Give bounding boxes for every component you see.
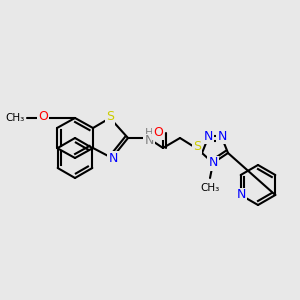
Text: N: N bbox=[217, 130, 227, 142]
Text: N: N bbox=[237, 188, 246, 202]
Text: N: N bbox=[108, 152, 118, 164]
Text: H: H bbox=[145, 128, 153, 138]
Text: O: O bbox=[38, 110, 48, 124]
Text: S: S bbox=[193, 140, 201, 152]
Text: N: N bbox=[208, 157, 218, 169]
Text: N: N bbox=[203, 130, 213, 142]
Text: N: N bbox=[144, 134, 154, 148]
Text: S: S bbox=[106, 110, 114, 124]
Text: CH₃: CH₃ bbox=[6, 113, 25, 123]
Text: CH₃: CH₃ bbox=[200, 183, 220, 193]
Text: O: O bbox=[153, 125, 163, 139]
